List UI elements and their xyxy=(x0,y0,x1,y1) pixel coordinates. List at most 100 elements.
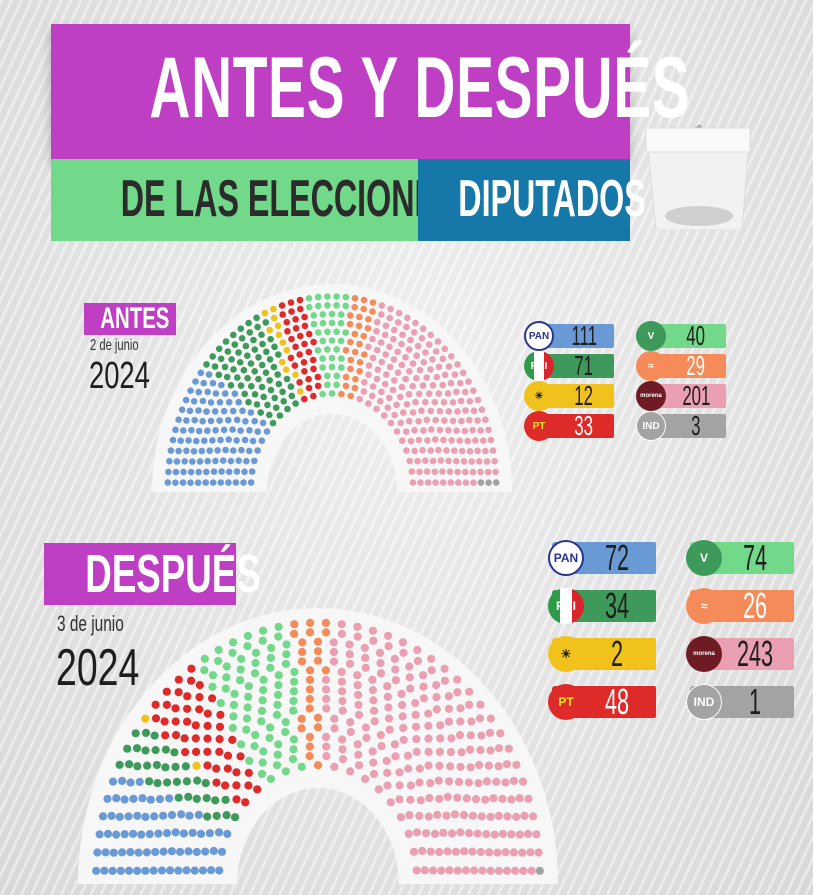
seat-morena xyxy=(411,722,421,731)
seat-morena xyxy=(322,732,331,742)
seat-morena xyxy=(406,368,413,375)
seat-pt xyxy=(244,768,253,778)
seat-pri xyxy=(255,354,262,361)
seat-morena xyxy=(427,331,435,339)
seat-verde xyxy=(250,669,260,678)
seat-pan xyxy=(194,810,203,820)
seat-morena xyxy=(322,694,331,704)
seat-morena xyxy=(456,762,465,771)
seat-pri xyxy=(288,392,296,400)
seat-pan xyxy=(141,812,150,822)
seat-morena xyxy=(404,764,413,773)
seat-pan xyxy=(145,830,154,839)
seat-morena xyxy=(397,393,404,401)
seat-verde xyxy=(222,673,231,682)
seat-pri xyxy=(284,405,291,413)
seat-verde xyxy=(274,681,283,690)
seat-pan xyxy=(133,811,142,820)
seat-morena xyxy=(476,847,485,857)
seat-verde xyxy=(315,302,322,310)
seat-morena xyxy=(391,326,398,334)
seat-morena xyxy=(337,629,346,638)
seat-morena xyxy=(413,352,421,360)
seat-morena xyxy=(429,356,436,363)
seat-pt xyxy=(215,722,225,731)
seat-morena xyxy=(420,866,429,875)
seat-morena xyxy=(398,638,407,647)
seat-morena xyxy=(384,631,393,641)
seat-pan xyxy=(195,427,203,435)
seat-verde xyxy=(337,319,345,327)
seat-morena xyxy=(448,437,455,444)
seat-pan xyxy=(182,396,190,404)
legend-value-verde: 40 xyxy=(686,320,706,351)
seat-verde xyxy=(243,703,252,712)
seat-verde xyxy=(328,363,336,371)
seat-morena xyxy=(445,408,453,415)
seat-verde xyxy=(258,758,267,767)
seat-morena xyxy=(361,653,370,663)
seat-morena xyxy=(424,747,433,756)
seat-pan xyxy=(251,457,258,465)
seat-mc xyxy=(351,295,359,302)
seat-pan xyxy=(183,447,190,455)
seat-pri xyxy=(237,325,245,333)
legend-item-morena: morena 243 xyxy=(686,636,794,672)
seat-verde xyxy=(251,658,260,668)
seat-morena xyxy=(456,437,464,445)
seat-morena xyxy=(464,778,473,787)
seat-mc xyxy=(347,356,355,364)
legend-value-pan: 111 xyxy=(571,320,597,351)
seat-verde xyxy=(214,645,223,655)
seat-verde xyxy=(222,662,231,671)
seat-pri xyxy=(292,400,299,407)
seat-verde xyxy=(266,653,275,663)
seat-verde xyxy=(306,303,313,311)
seat-morena xyxy=(475,760,484,770)
seat-pan xyxy=(120,830,129,839)
seat-morena xyxy=(482,777,491,786)
seat-pri xyxy=(238,335,246,342)
seat-pan xyxy=(204,427,211,435)
legend-value-ind: 1 xyxy=(748,681,762,722)
seat-morena xyxy=(360,643,369,653)
seat-verde xyxy=(333,381,340,389)
seat-morena xyxy=(415,778,424,787)
seat-verde xyxy=(281,767,290,776)
seat-verde xyxy=(342,329,350,336)
seat-morena xyxy=(430,829,440,839)
seat-morena xyxy=(494,744,504,753)
seat-morena xyxy=(482,830,491,839)
seat-morena xyxy=(337,620,346,629)
seat-pan xyxy=(133,866,142,876)
seat-morena xyxy=(403,447,410,454)
seat-morena xyxy=(418,407,425,415)
seat-pt xyxy=(284,328,291,335)
seat-morena xyxy=(403,323,410,331)
seat-pt xyxy=(174,675,183,684)
seat-pan xyxy=(112,794,121,803)
seat-morena xyxy=(498,794,507,804)
seat-morena xyxy=(423,468,431,475)
seat-verde xyxy=(266,774,275,784)
seat-mc xyxy=(313,647,323,656)
seat-pt xyxy=(287,299,295,306)
seat-pan xyxy=(189,458,196,465)
seat-morena xyxy=(428,426,435,433)
seat-mc xyxy=(352,375,359,383)
seat-morena xyxy=(356,395,364,403)
seat-pan xyxy=(195,407,202,414)
seat-morena xyxy=(485,848,494,857)
seat-morena xyxy=(466,763,475,772)
seat-pri xyxy=(240,366,248,374)
seat-verde xyxy=(324,381,331,389)
seat-morena xyxy=(434,338,442,345)
seat-verde xyxy=(282,650,291,659)
seat-morena xyxy=(451,847,460,856)
seat-verde xyxy=(328,310,336,318)
seat-pri xyxy=(143,761,152,770)
seat-mc xyxy=(346,320,354,328)
seat-pri xyxy=(271,343,278,351)
seat-morena xyxy=(480,437,487,445)
seat-pt xyxy=(297,305,304,313)
